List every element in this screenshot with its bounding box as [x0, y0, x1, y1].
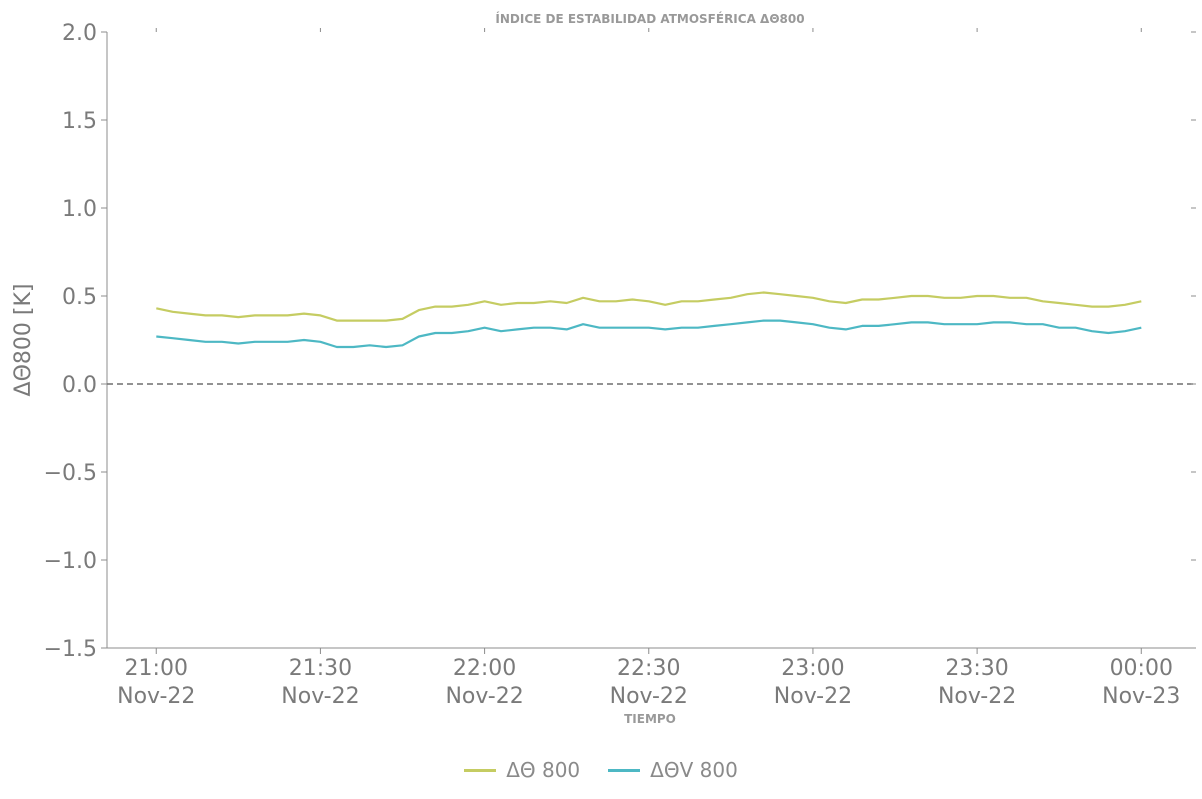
x-tick-label-date: Nov-22 — [938, 684, 1016, 709]
y-tick-label: 2.0 — [62, 21, 97, 46]
y-tick-label: −0.5 — [44, 461, 97, 486]
y-tick-label: −1.5 — [44, 637, 97, 662]
legend-swatch-dthetav — [608, 768, 641, 772]
y-tick-label: −1.0 — [44, 549, 97, 574]
x-tick-label-date: Nov-22 — [117, 684, 195, 709]
legend-swatch-dtheta — [464, 768, 497, 772]
x-tick-label-date: Nov-22 — [774, 684, 852, 709]
x-axis-title: TIEMPO — [624, 712, 676, 726]
series-line-1 — [156, 319, 1142, 349]
y-axis-title: ΔΘ800 [K] — [11, 284, 36, 397]
x-tick-label-date: Nov-22 — [445, 684, 523, 709]
x-tick-label-date: Nov-22 — [281, 684, 359, 709]
y-tick-label: 1.0 — [62, 197, 97, 222]
legend-label-dthetav: ΔΘV 800 — [650, 758, 738, 782]
x-tick-label-date: Nov-22 — [610, 684, 688, 709]
x-axis: 21:00 Nov-22 21:30 Nov-22 22:00 Nov-22 22:30 No… — [117, 28, 1180, 709]
legend: ΔΘ 800 ΔΘV 800 — [0, 756, 1202, 784]
x-tick-label-time: 22:30 — [617, 656, 680, 681]
legend-item-dtheta: ΔΘ 800 — [464, 758, 580, 782]
y-tick-label: 0.5 — [62, 285, 97, 310]
x-tick-label-time: 23:30 — [945, 656, 1008, 681]
x-tick-label-time: 23:00 — [781, 656, 844, 681]
x-tick-label-time: 00:00 — [1110, 656, 1173, 681]
x-tick-label-time: 22:00 — [453, 656, 516, 681]
chart-title: ÍNDICE DE ESTABILIDAD ATMOSFÉRICA ΔΘ800 — [495, 11, 804, 26]
series-layer — [156, 291, 1142, 349]
x-tick-label-time: 21:00 — [125, 656, 188, 681]
legend-item-dthetav: ΔΘV 800 — [608, 758, 738, 782]
legend-label-dtheta: ΔΘ 800 — [506, 758, 581, 782]
axis-spines — [106, 32, 1196, 649]
series-line-0 — [156, 291, 1142, 322]
y-axis: −1.5 −1.0 −0.5 0.0 0.5 1.0 1.5 2.0 — [44, 21, 1196, 662]
y-tick-label: 0.0 — [62, 373, 97, 398]
x-tick-label-time: 21:30 — [289, 656, 352, 681]
x-tick-label-date: Nov-23 — [1102, 684, 1180, 709]
y-tick-label: 1.5 — [62, 109, 97, 134]
